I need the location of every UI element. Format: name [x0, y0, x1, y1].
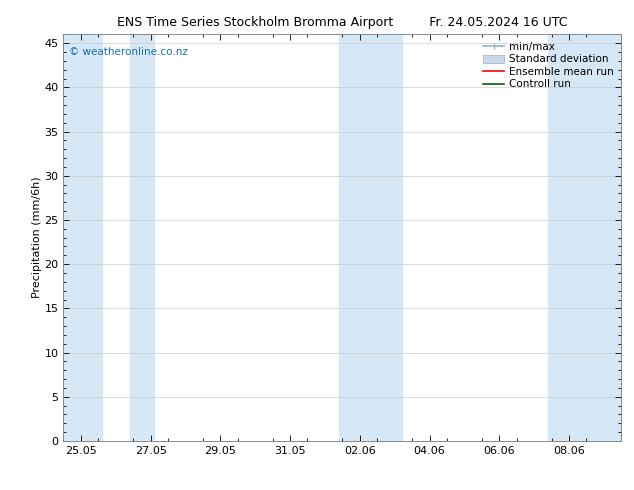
Y-axis label: Precipitation (mm/6h): Precipitation (mm/6h)	[32, 177, 42, 298]
Bar	[129, 34, 154, 441]
Bar	[548, 34, 621, 441]
Legend: min/max, Standard deviation, Ensemble mean run, Controll run: min/max, Standard deviation, Ensemble me…	[481, 40, 616, 92]
Bar	[63, 34, 101, 441]
Bar	[339, 34, 380, 441]
Text: © weatheronline.co.nz: © weatheronline.co.nz	[69, 47, 188, 56]
Bar	[380, 34, 402, 441]
Title: ENS Time Series Stockholm Bromma Airport         Fr. 24.05.2024 16 UTC: ENS Time Series Stockholm Bromma Airport…	[117, 16, 567, 29]
